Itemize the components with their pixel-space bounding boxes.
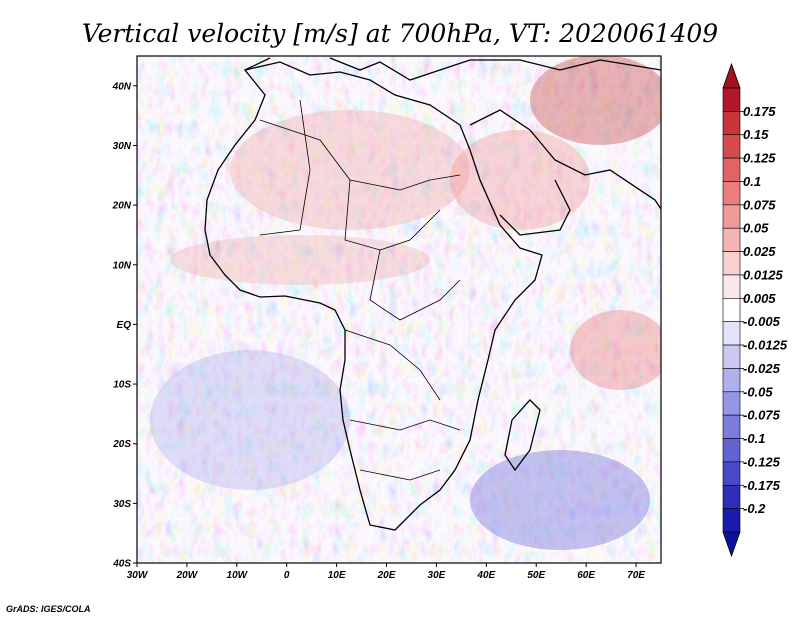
lon-tick-label: 60E [577,570,595,581]
colorbar-swatch [722,368,741,393]
colorbar-swatch [722,87,741,112]
colorbar-swatch [722,321,741,346]
lon-tick-label: 30E [428,570,446,581]
colorbar-swatch [722,157,741,182]
colorbar-swatch [722,438,741,463]
colorbar-label: 0.025 [743,244,776,259]
colorbar-swatch [722,227,741,252]
colorbar-label: -0.005 [743,314,781,329]
colorbar-swatch [722,274,741,299]
colorbar-label: 0.15 [743,127,769,142]
colorbar-label: -0.175 [743,478,781,493]
colorbar-label: 0.175 [743,104,776,119]
colorbar-label: 0.125 [743,151,776,166]
lat-tick-label: 30S [113,499,131,510]
coastlines [204,57,661,531]
colorbar-swatch [722,391,741,416]
lon-tick-label: 10W [227,570,249,581]
lat-tick-label: 10S [113,380,131,391]
colorbar-swatch [722,204,741,229]
lat-tick-label: EQ [117,320,132,331]
lat-tick-label: 40S [112,559,131,570]
colorbar-top-arrow [722,62,741,89]
colorbar-label: -0.05 [743,384,773,399]
lat-tick-label: 10N [113,260,132,271]
latitude-axis: 40N 30N 20N 10N EQ 10S 20S 30S 40S [112,81,137,570]
colorbar-label: -0.2 [743,501,766,516]
colorbar-swatch [722,344,741,369]
colorbar-label: -0.125 [743,454,781,469]
colorbar-label: -0.0125 [743,338,788,353]
colorbar-swatch [722,298,741,322]
colorbar-bottom-arrow [722,531,741,558]
lat-tick-label: 20N [112,201,132,212]
lat-tick-label: 20S [112,439,131,450]
colorbar-label: -0.075 [743,408,781,423]
madagascar-coastline [504,399,541,472]
colorbar-swatch [722,461,741,486]
vertical-velocity-field [137,56,661,563]
colorbar-label: -0.025 [743,361,781,376]
europe-coastline [244,57,661,81]
colorbar-swatch [722,508,741,533]
map-title: Vertical velocity [m/s] at 700hPa, VT: 2… [82,19,718,48]
lon-tick-label: 70E [627,570,645,581]
colorbar-label: 0.05 [743,221,769,236]
colorbar-label: 0.0125 [743,267,784,282]
lon-tick-label: 20E [377,570,396,581]
colorbar-swatch [722,484,741,509]
colorbar-swatch [722,111,741,136]
colorbar-swatch [722,181,741,206]
lon-tick-label: 40E [476,570,495,581]
country-borders [259,99,461,481]
lon-tick-label: 10E [328,570,346,581]
colorbar-label: 0.1 [743,174,761,189]
lon-tick-label: 20W [176,570,199,581]
lat-tick-label: 40N [112,81,132,92]
colorbar-swatch [722,134,741,159]
lon-tick-label: 50E [527,570,545,581]
lon-tick-label: 30W [127,570,149,581]
arabia-coastline [469,109,661,236]
lon-tick-label: 0 [284,570,290,581]
colorbar-swatch [722,414,741,439]
colorbar-label: 0.075 [743,197,776,212]
africa-coastline [204,61,543,531]
colorbar-label: 0.005 [743,291,776,306]
colorbar-label: -0.1 [743,431,765,446]
lat-tick-label: 30N [113,141,132,152]
colorbar-swatch [722,251,741,276]
credit-text: GrADS: IGES/COLA [6,604,91,614]
colorbar: 0.175 0.15 0.125 0.1 0.075 0.05 0.025 0.0125 0.0… [722,62,788,558]
longitude-axis: 30W 20W 10W 0 10E 20E 30E 40E 50E 60E 70E [127,563,645,581]
map-frame [136,55,662,564]
